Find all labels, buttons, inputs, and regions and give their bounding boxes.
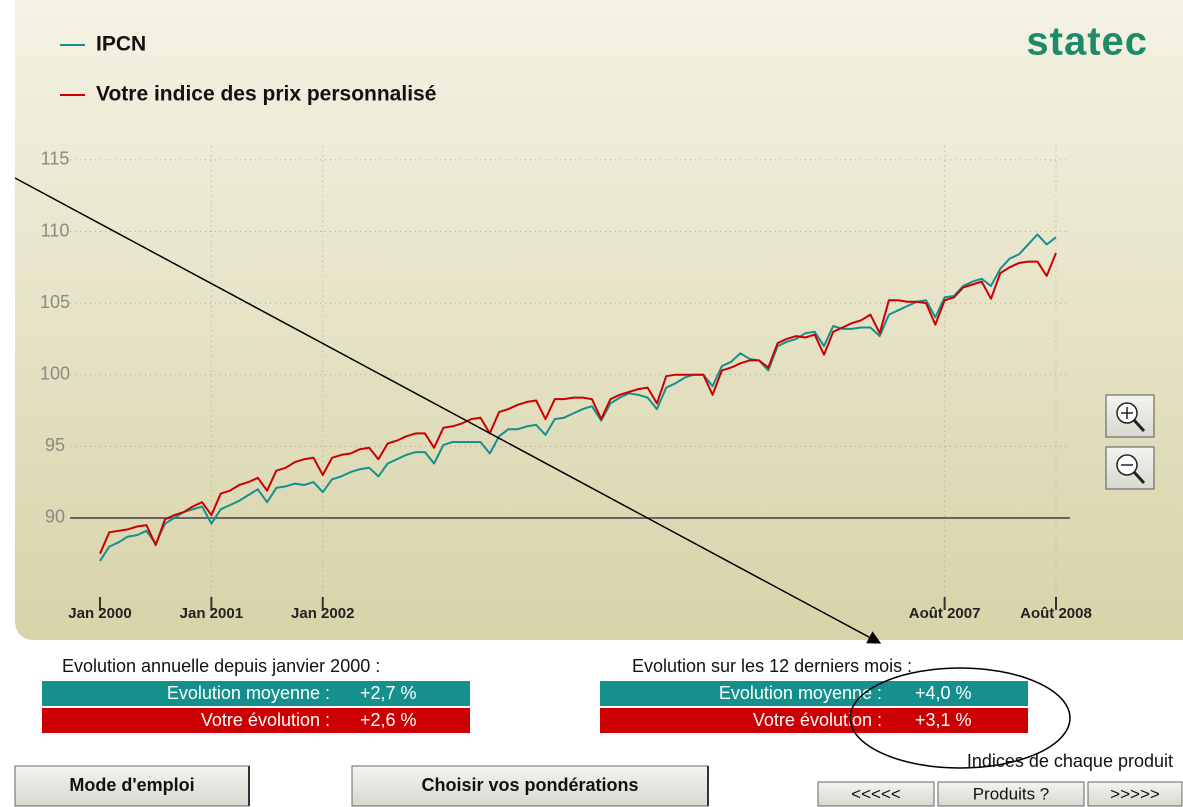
weights-button[interactable]: Choisir vos pondérations (351, 765, 709, 807)
yours-box (42, 708, 470, 733)
zoom-in-button[interactable] (1105, 394, 1155, 438)
next-button[interactable]: >>>>> (1087, 781, 1183, 807)
products-button[interactable]: Produits ? (937, 781, 1085, 807)
annotation-ellipse (849, 667, 1071, 769)
zoom-out-button[interactable] (1105, 446, 1155, 490)
average-label: Evolution moyenne : (167, 683, 330, 703)
x-tick-label: Août 2007 (909, 605, 981, 622)
stat-title: Evolution sur les 12 derniers mois : (632, 656, 912, 676)
yours-label: Votre évolution : (753, 710, 882, 730)
button-label[interactable]: Choisir vos pondérations (421, 775, 638, 795)
annotation-arrow (14, 177, 882, 644)
series-line (99, 233, 1057, 562)
yours-value: +2,6 % (360, 710, 417, 730)
help-button[interactable]: Mode d'emploi (14, 765, 250, 807)
legend-label: Votre indice des prix personnalisé (96, 83, 436, 106)
average-value: +4,0 % (915, 683, 972, 703)
series-line (99, 252, 1057, 555)
y-tick-label: 90 (45, 507, 65, 527)
logo: statec (1026, 20, 1148, 64)
y-tick-label: 95 (45, 435, 65, 455)
y-tick-label: 105 (40, 292, 70, 312)
legend-label: IPCN (96, 33, 146, 56)
x-tick-label: Jan 2001 (180, 605, 243, 622)
y-tick-label: 110 (41, 220, 70, 240)
x-tick-label: Août 2008 (1020, 605, 1092, 622)
yours-value: +3,1 % (915, 710, 972, 730)
y-tick-label: 100 (40, 363, 70, 383)
button-label[interactable]: >>>>> (1110, 784, 1160, 803)
average-value: +2,7 % (360, 683, 417, 703)
average-box (600, 681, 1028, 706)
previous-button[interactable]: <<<<< (817, 781, 935, 807)
average-box (42, 681, 470, 706)
plot: 90 95 100 105 110 115 Jan 2000 Jan 2001 Jan 2002… (40, 145, 1092, 622)
average-label: Evolution moyenne : (719, 683, 882, 703)
button-label[interactable]: Mode d'emploi (69, 775, 194, 795)
stat-title: Evolution annuelle depuis janvier 2000 : (62, 656, 380, 676)
x-tick-label: Jan 2000 (68, 605, 131, 622)
button-label[interactable]: Produits ? (973, 784, 1050, 803)
button-label[interactable]: <<<<< (851, 784, 901, 803)
x-tick-label: Jan 2002 (291, 605, 354, 622)
yours-box (600, 708, 1028, 733)
yours-label: Votre évolution : (201, 710, 330, 730)
y-tick-label: 115 (41, 149, 70, 169)
product-indices-label: Indices de chaque produit (967, 751, 1173, 771)
